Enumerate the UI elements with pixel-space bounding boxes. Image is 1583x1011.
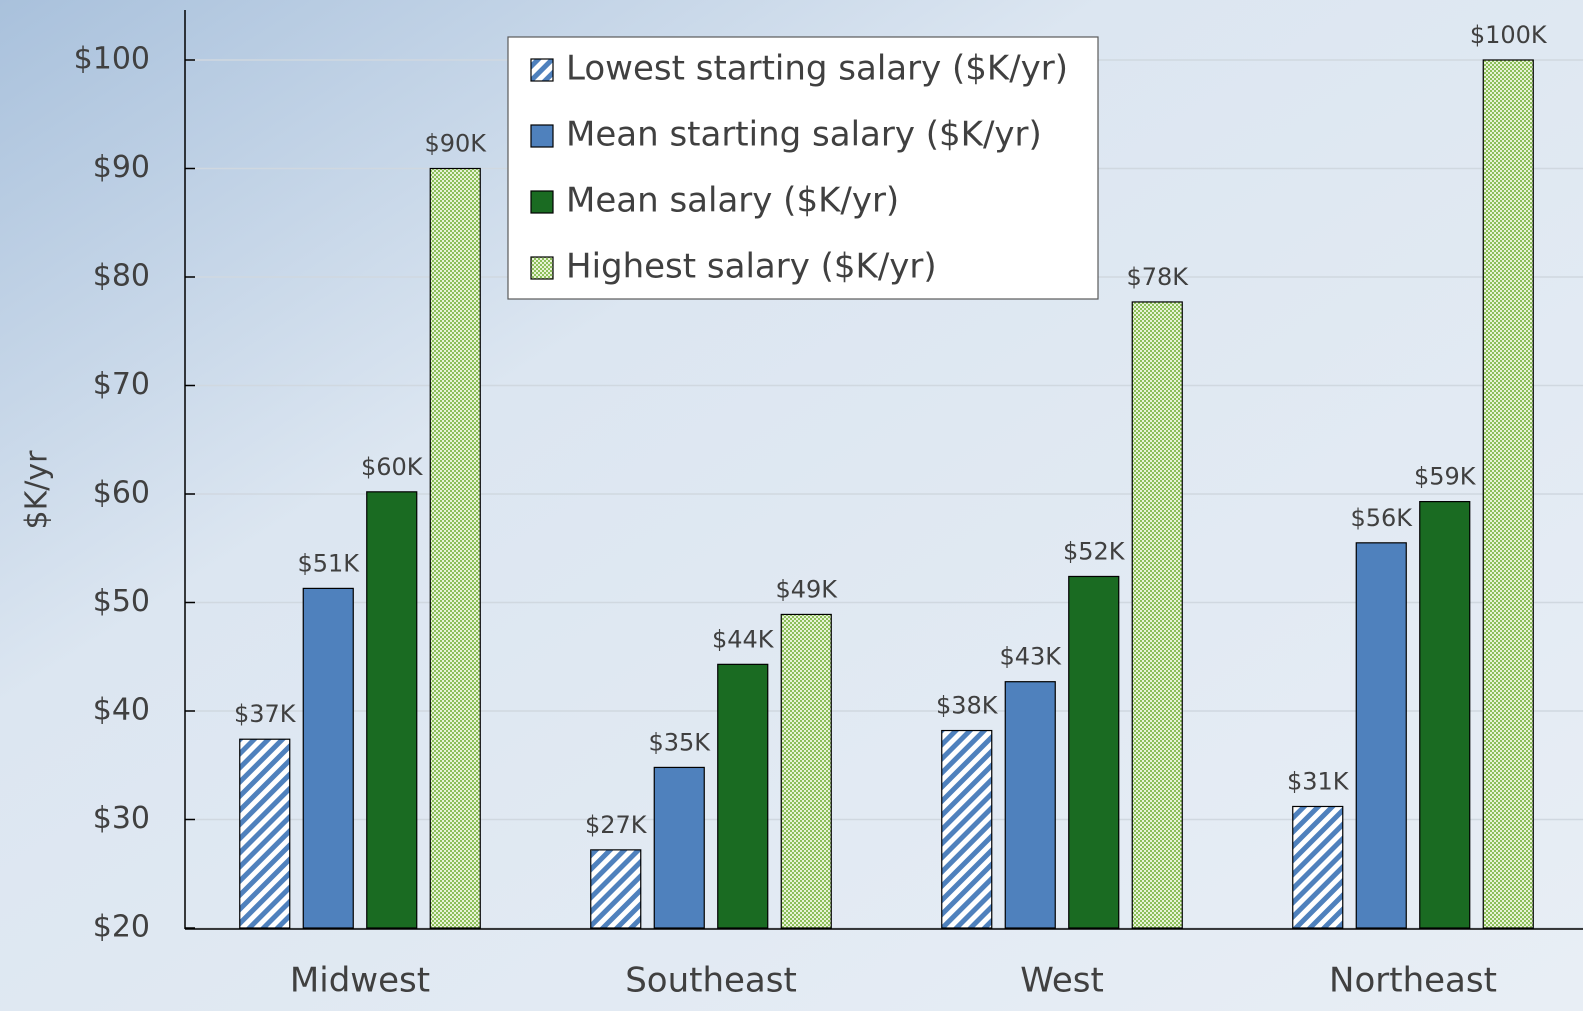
value-label: $78K: [1126, 263, 1189, 291]
y-tick-label: $40: [93, 693, 150, 728]
bar: [780, 613, 832, 929]
value-label: $31K: [1287, 767, 1350, 795]
legend-swatch: [530, 124, 554, 148]
legend: [507, 36, 1099, 300]
legend-swatch: [530, 58, 554, 82]
value-label: $56K: [1350, 504, 1413, 532]
value-label: $90K: [424, 130, 487, 158]
legend-label: Highest salary ($K/yr): [566, 247, 937, 287]
y-axis-label: $K/yr: [20, 450, 55, 530]
value-label: $59K: [1414, 463, 1477, 491]
bar: [1068, 575, 1120, 929]
bar: [239, 738, 291, 929]
value-label: $27K: [585, 811, 648, 839]
y-tick-label: $30: [93, 801, 150, 836]
value-label: $37K: [234, 700, 297, 728]
bar: [1355, 542, 1407, 929]
x-tick-label: Southeast: [625, 961, 797, 1001]
y-tick-label: $70: [93, 367, 150, 402]
bar: [1131, 301, 1183, 929]
legend-label: Mean starting salary ($K/yr): [566, 115, 1042, 155]
bar: [302, 587, 354, 929]
legend-swatch: [530, 256, 554, 280]
bar: [653, 766, 705, 929]
legend-label: Mean salary ($K/yr): [566, 181, 899, 221]
bar: [1292, 805, 1344, 929]
y-tick-label: $90: [93, 150, 150, 185]
value-label: $51K: [297, 549, 360, 577]
bar: [1482, 59, 1534, 929]
y-tick-label: $100: [74, 42, 150, 77]
value-label: $44K: [712, 625, 775, 653]
value-label: $43K: [999, 643, 1062, 671]
y-tick-label: $20: [93, 910, 150, 945]
bar: [1004, 681, 1056, 929]
value-label: $100K: [1470, 21, 1548, 49]
x-tick-label: Midwest: [290, 961, 430, 1001]
bar: [941, 729, 993, 929]
x-tick-label: West: [1020, 961, 1104, 1001]
value-label: $49K: [775, 575, 838, 603]
x-tick-label: Northeast: [1329, 961, 1497, 1001]
value-label: $38K: [936, 692, 999, 720]
bar: [1419, 500, 1471, 929]
y-tick-label: $60: [93, 476, 150, 511]
value-label: $35K: [648, 728, 711, 756]
legend-swatch: [530, 190, 554, 214]
y-tick-label: $80: [93, 259, 150, 294]
value-label: $60K: [361, 453, 424, 481]
bar: [429, 167, 481, 929]
value-label: $52K: [1063, 537, 1126, 565]
bar: [590, 849, 642, 929]
y-tick-label: $50: [93, 584, 150, 619]
bar: [717, 663, 769, 929]
legend-label: Lowest starting salary ($K/yr): [566, 49, 1068, 89]
bar: [366, 491, 418, 929]
